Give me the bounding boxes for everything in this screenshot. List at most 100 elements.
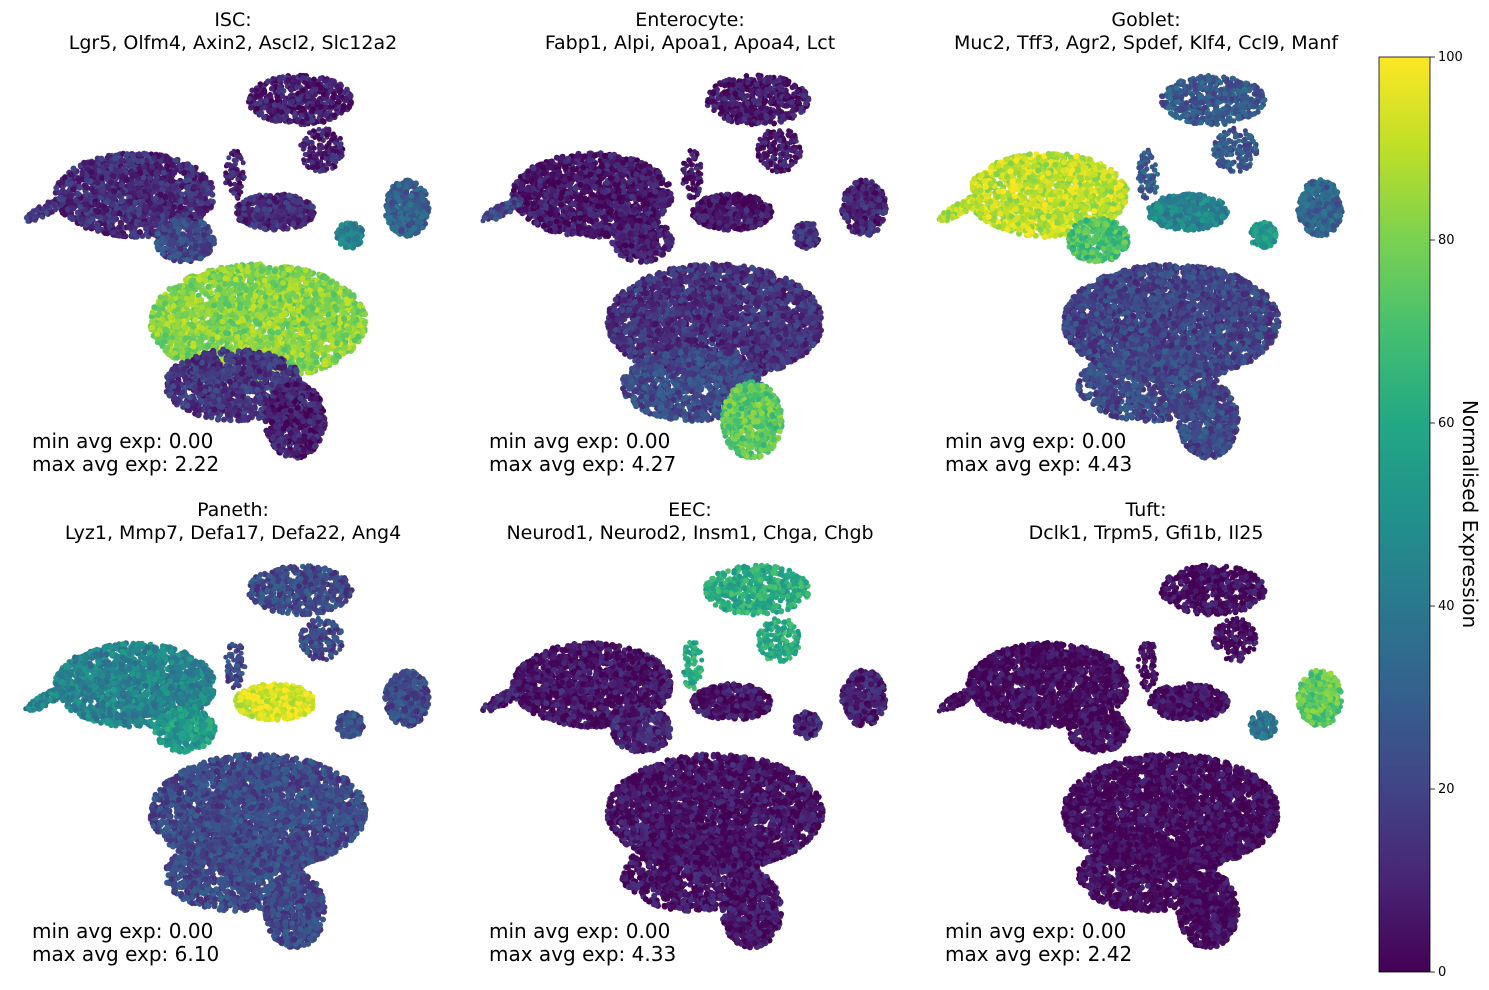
umap-point bbox=[152, 184, 158, 190]
umap-point bbox=[419, 214, 425, 220]
umap-point bbox=[84, 185, 90, 191]
umap-point bbox=[76, 191, 82, 197]
umap-point bbox=[419, 194, 425, 200]
umap-point bbox=[310, 96, 316, 102]
umap-point bbox=[396, 182, 402, 188]
umap-point bbox=[402, 195, 408, 201]
umap-point bbox=[201, 221, 207, 227]
umap-point bbox=[261, 114, 267, 120]
umap-point bbox=[407, 202, 413, 208]
umap-point bbox=[151, 215, 157, 221]
umap-point bbox=[309, 89, 315, 95]
umap-point bbox=[35, 209, 40, 214]
umap-point bbox=[136, 151, 142, 157]
umap-point bbox=[310, 118, 316, 124]
umap-point bbox=[281, 223, 287, 229]
umap-point bbox=[296, 97, 302, 103]
umap-point bbox=[200, 187, 206, 193]
umap-point bbox=[189, 167, 195, 173]
umap-point bbox=[136, 193, 142, 199]
umap-point bbox=[228, 182, 233, 187]
umap-point bbox=[117, 193, 123, 199]
umap-point bbox=[247, 96, 253, 102]
umap-point bbox=[89, 186, 95, 192]
umap-point bbox=[391, 207, 397, 213]
umap-point bbox=[142, 194, 148, 200]
umap-point bbox=[300, 88, 306, 94]
umap-point bbox=[161, 170, 167, 176]
umap-point bbox=[310, 204, 316, 210]
umap-point bbox=[280, 194, 286, 200]
umap-point bbox=[204, 251, 210, 257]
umap-point bbox=[53, 207, 58, 212]
umap-point bbox=[276, 103, 282, 109]
umap-point bbox=[359, 227, 365, 233]
umap-point bbox=[164, 211, 170, 217]
umap-point bbox=[132, 200, 138, 206]
umap-point bbox=[163, 158, 169, 164]
umap-point bbox=[314, 154, 319, 159]
umap-point bbox=[385, 192, 391, 198]
umap-point bbox=[350, 222, 356, 228]
umap-point bbox=[65, 206, 71, 212]
umap-point bbox=[223, 170, 228, 175]
umap-point bbox=[328, 83, 334, 89]
umap-point bbox=[104, 162, 110, 168]
umap-point bbox=[393, 190, 399, 196]
umap-point bbox=[29, 213, 34, 218]
umap-point bbox=[181, 170, 187, 176]
umap-point bbox=[201, 232, 207, 238]
umap-point bbox=[83, 222, 89, 228]
umap-point bbox=[167, 255, 173, 261]
umap-point bbox=[254, 207, 260, 213]
umap-point bbox=[399, 215, 405, 221]
panel-title: ISC: bbox=[214, 9, 251, 31]
umap-point bbox=[160, 251, 166, 257]
umap-point bbox=[177, 163, 183, 169]
umap-point bbox=[411, 225, 417, 231]
umap-point bbox=[178, 198, 184, 204]
umap-point bbox=[235, 194, 240, 199]
umap-point bbox=[155, 244, 161, 250]
umap-point bbox=[95, 226, 101, 232]
umap-point bbox=[304, 116, 310, 122]
umap-point bbox=[334, 154, 339, 159]
umap-panel: ISC:Lgr5, Olfm4, Axin2, Ascl2, Slc12a2mi… bbox=[24, 9, 432, 476]
umap-point bbox=[171, 204, 177, 210]
umap-point bbox=[207, 229, 213, 235]
umap-point bbox=[242, 175, 247, 180]
umap-point bbox=[330, 157, 335, 162]
umap-point bbox=[128, 224, 134, 230]
umap-point bbox=[118, 221, 124, 227]
umap-point bbox=[277, 117, 283, 123]
umap-point bbox=[161, 226, 167, 232]
umap-point bbox=[277, 77, 283, 83]
umap-point bbox=[41, 207, 46, 212]
umap-point bbox=[108, 180, 114, 186]
umap-point bbox=[290, 207, 296, 213]
umap-point bbox=[269, 117, 275, 123]
umap-point bbox=[202, 181, 208, 187]
umap-point bbox=[111, 230, 117, 236]
umap-point bbox=[312, 146, 317, 151]
umap-point bbox=[119, 182, 125, 188]
umap-point bbox=[270, 219, 276, 225]
umap-point bbox=[70, 205, 76, 211]
umap-point bbox=[170, 186, 176, 192]
umap-point bbox=[179, 239, 185, 245]
umap-point bbox=[279, 109, 285, 115]
umap-point bbox=[338, 237, 344, 243]
umap-point bbox=[329, 100, 335, 106]
umap-point bbox=[412, 197, 418, 203]
umap-point bbox=[290, 221, 296, 227]
umap-point bbox=[270, 76, 276, 82]
umap-point bbox=[170, 162, 176, 168]
umap-point bbox=[121, 204, 127, 210]
umap-point bbox=[248, 105, 254, 111]
umap-point bbox=[303, 152, 308, 157]
umap-point bbox=[76, 178, 82, 184]
umap-point bbox=[134, 173, 140, 179]
umap-point bbox=[261, 226, 267, 232]
umap-point bbox=[208, 180, 214, 186]
